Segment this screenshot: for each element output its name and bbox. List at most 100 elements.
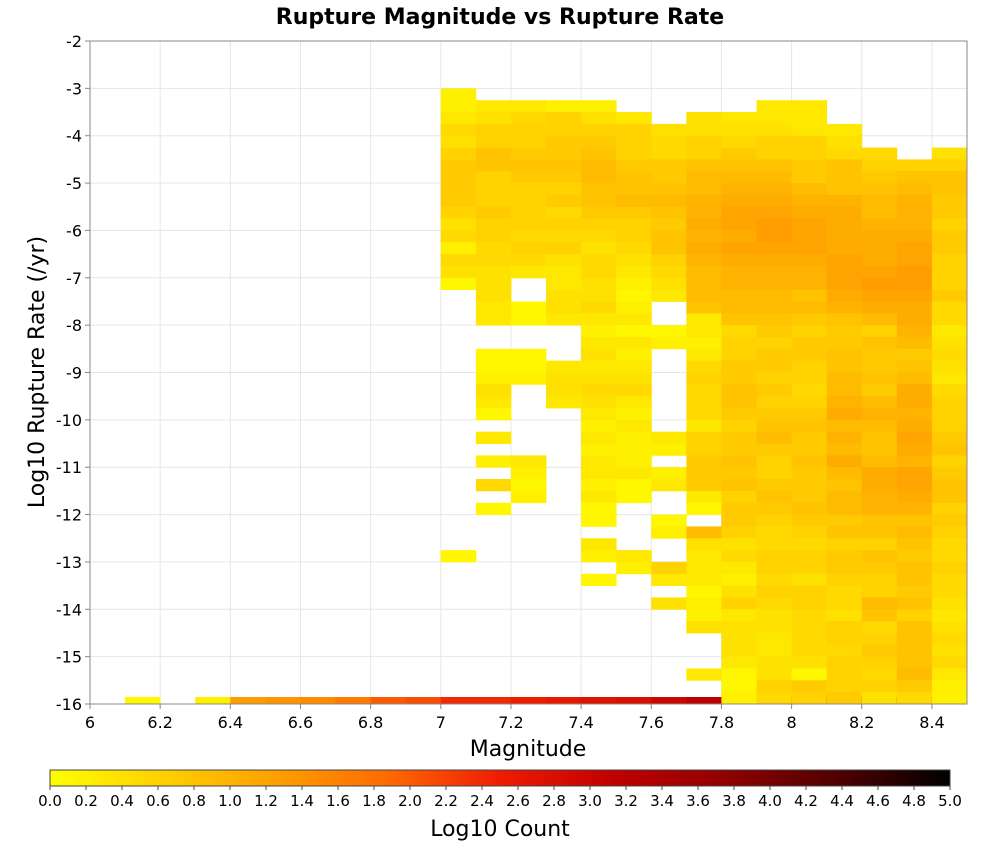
heatmap-cell <box>686 147 722 160</box>
heatmap-cell <box>581 514 617 527</box>
heatmap-cell <box>826 573 863 587</box>
heatmap-cell <box>510 159 547 172</box>
heatmap-cell <box>510 254 547 267</box>
heatmap-cell <box>756 230 792 243</box>
heatmap-cell <box>475 301 512 314</box>
heatmap-cell <box>686 325 722 338</box>
heatmap-cell <box>861 396 898 409</box>
heatmap-cell <box>756 692 792 705</box>
heatmap-cell <box>756 206 792 219</box>
colorbar-tick-label: 3.8 <box>722 792 746 810</box>
y-tick-label: -8 <box>66 316 82 335</box>
heatmap-cell <box>686 313 722 326</box>
heatmap-cell <box>510 490 547 504</box>
heatmap-cell <box>440 254 477 267</box>
heatmap-cell <box>721 431 757 444</box>
heatmap-cell <box>931 325 968 338</box>
heatmap-cell <box>826 336 863 350</box>
colorbar-tick-label: 2.4 <box>470 792 494 810</box>
heatmap-cell <box>826 632 863 646</box>
heatmap-cell <box>581 384 617 397</box>
x-tick-label: 6 <box>85 713 95 732</box>
heatmap-cell <box>581 289 617 302</box>
heatmap-cell <box>651 277 687 291</box>
heatmap-cell <box>546 100 582 113</box>
heatmap-cell <box>791 455 828 468</box>
heatmap-cell <box>581 112 617 125</box>
heatmap-cell <box>581 218 617 231</box>
heatmap-cell <box>581 230 617 243</box>
heatmap-cell <box>686 431 722 444</box>
heatmap-cell <box>686 254 722 267</box>
colorbar-tick-label: 4.4 <box>830 792 854 810</box>
heatmap-cell <box>861 254 898 267</box>
heatmap-cell <box>510 183 547 196</box>
heatmap-cell <box>125 697 161 705</box>
heatmap-cell <box>896 632 933 646</box>
heatmap-cell <box>826 455 863 468</box>
colorbar-tick-label: 2.0 <box>398 792 422 810</box>
heatmap-cell <box>896 384 933 397</box>
heatmap-cell <box>826 443 863 456</box>
heatmap-cell <box>826 467 863 480</box>
heatmap-cell <box>791 644 828 658</box>
heatmap-cell <box>651 171 687 184</box>
heatmap-cell <box>861 538 898 551</box>
heatmap-cell <box>861 479 898 492</box>
heatmap-cell <box>721 490 757 504</box>
heatmap-cell <box>826 372 863 385</box>
heatmap-cell <box>475 147 512 160</box>
heatmap-cell <box>861 443 898 456</box>
heatmap-cell <box>931 431 968 444</box>
heatmap-cell <box>861 384 898 397</box>
heatmap-cell <box>931 360 968 373</box>
heatmap-cell <box>616 218 652 231</box>
heatmap-cell <box>440 112 477 125</box>
heatmap-cell <box>756 183 792 196</box>
heatmap-cell <box>931 561 968 575</box>
heatmap-cell <box>756 147 792 160</box>
heatmap-cell <box>581 443 617 456</box>
heatmap-cell <box>931 254 968 267</box>
heatmap-cell <box>616 171 652 184</box>
heatmap-cell <box>581 573 617 587</box>
heatmap-cell <box>861 621 898 634</box>
colorbar-tick-label: 0.8 <box>182 792 206 810</box>
heatmap-cell <box>686 585 722 598</box>
colorbar-tick-label: 4.2 <box>794 792 818 810</box>
heatmap-cell <box>861 408 898 421</box>
heatmap-cell <box>616 490 652 504</box>
heatmap-cell <box>861 692 898 705</box>
heatmap-cell <box>931 621 968 634</box>
heatmap-cell <box>616 360 652 373</box>
heatmap-cell <box>686 668 722 681</box>
heatmap-cell <box>931 230 968 243</box>
heatmap-cell <box>581 277 617 291</box>
heatmap-cell <box>475 431 512 444</box>
heatmap-cell <box>300 697 336 705</box>
heatmap-cell <box>686 396 722 409</box>
heatmap-cell <box>475 360 512 373</box>
heatmap-cell <box>440 697 477 705</box>
x-tick-label: 7 <box>436 713 446 732</box>
heatmap-cell <box>686 408 722 421</box>
heatmap-cell <box>475 100 512 113</box>
heatmap-cell <box>756 100 792 113</box>
heatmap-cell <box>721 561 757 575</box>
heatmap-cell <box>791 372 828 385</box>
heatmap-cell <box>616 112 652 125</box>
heatmap-cell <box>686 597 722 610</box>
heatmap-cell <box>616 265 652 279</box>
heatmap-cell <box>861 277 898 291</box>
heatmap-cell <box>791 621 828 634</box>
heatmap-cell <box>826 609 863 622</box>
heatmap-cell <box>791 230 828 243</box>
heatmap-cell <box>826 490 863 504</box>
heatmap-cell <box>651 254 687 267</box>
heatmap-cell <box>791 597 828 610</box>
heatmap-cell <box>931 194 968 208</box>
y-axis-ticks: -2 -3 -4 -5 -6 -7 -8 -9 -10 -11 -12 -13 -14 -15 -16 <box>56 32 90 714</box>
heatmap-cell <box>721 171 757 184</box>
heatmap-cell <box>475 194 512 208</box>
heatmap-cell <box>791 384 828 397</box>
